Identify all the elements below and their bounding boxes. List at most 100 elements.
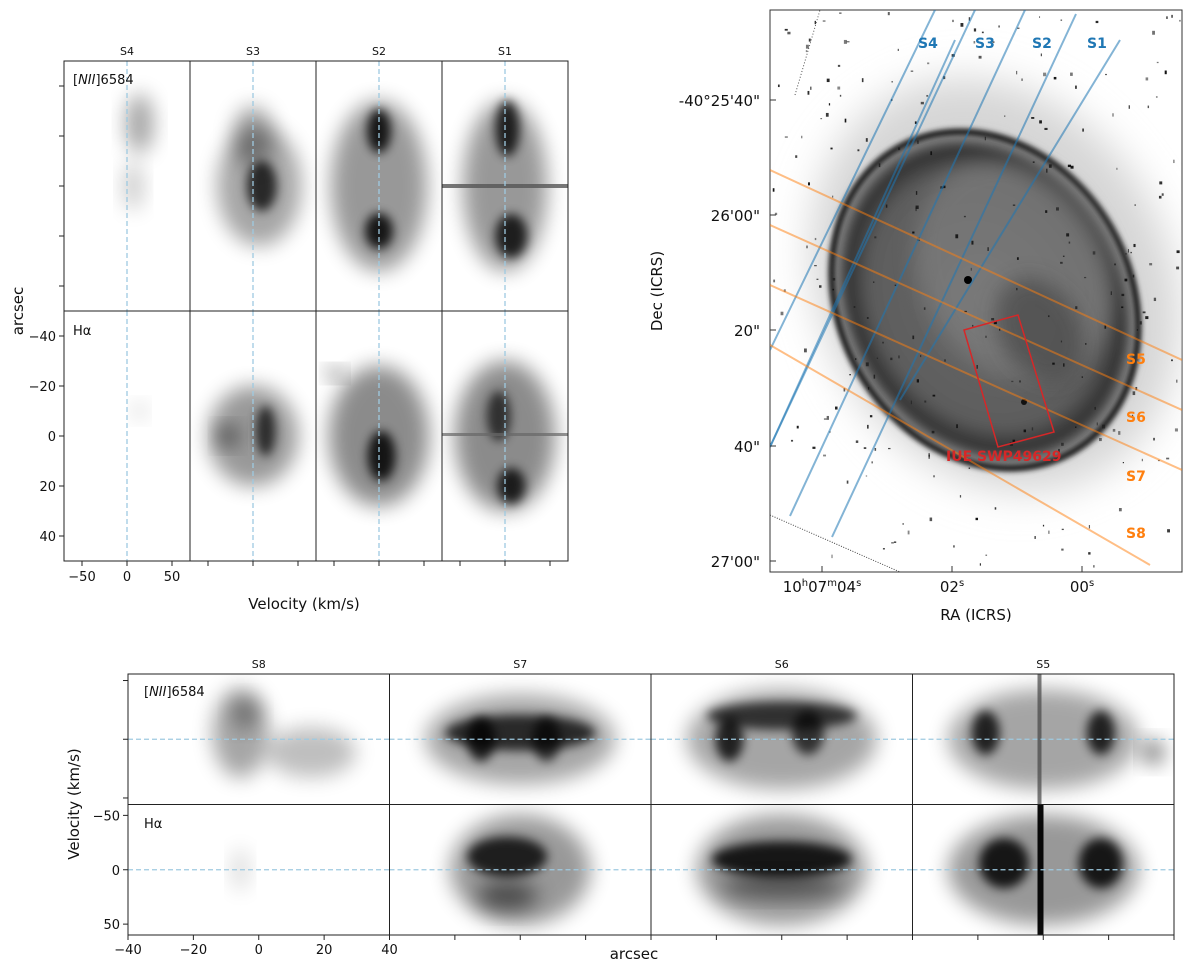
- star-speck: [1031, 427, 1034, 431]
- x-tick-label: 40: [381, 943, 398, 958]
- star-speck: [1153, 297, 1157, 302]
- row-label-halpha: Hα: [144, 817, 162, 832]
- star-speck: [999, 328, 1001, 331]
- star-speck: [1099, 437, 1102, 442]
- star-speck: [1176, 379, 1178, 383]
- x-tick-label: −50: [68, 570, 95, 585]
- star-speck: [979, 563, 981, 566]
- emission-blob: [246, 161, 277, 211]
- top-ylabel: arcsec: [9, 287, 27, 336]
- star-speck: [839, 12, 842, 14]
- star-speck: [812, 446, 816, 449]
- star-speck: [985, 554, 988, 556]
- star-speck: [932, 394, 936, 397]
- star-speck: [1161, 193, 1164, 196]
- star-speck: [1061, 528, 1064, 531]
- y-tick-label: 50: [103, 918, 120, 933]
- star-speck: [1125, 253, 1127, 255]
- slit-label-s5: S5: [1126, 352, 1146, 368]
- star-speck: [861, 78, 864, 83]
- star-speck: [1166, 457, 1170, 460]
- star-speck: [912, 335, 915, 340]
- star-speck: [832, 288, 835, 291]
- star-speck: [805, 50, 808, 53]
- star-speck: [1158, 195, 1162, 199]
- star-speck: [873, 374, 876, 379]
- star-speck: [931, 430, 935, 434]
- star-speck: [867, 386, 870, 390]
- emission-blob: [231, 698, 260, 729]
- star-speck: [825, 112, 829, 117]
- star-speck: [902, 523, 904, 525]
- star-speck: [976, 364, 978, 369]
- star-speck: [927, 62, 930, 65]
- top-panel-title-s3: S3: [246, 45, 260, 58]
- star-speck: [787, 31, 791, 35]
- star-speck: [1132, 414, 1134, 417]
- star-speck: [972, 324, 974, 327]
- star-speck: [814, 265, 817, 267]
- x-tick-label: 50: [164, 570, 181, 585]
- bottom-panel-title-s7: S7: [513, 658, 527, 671]
- star-speck: [968, 17, 971, 21]
- row-label-nii: [NII]6584: [73, 73, 134, 88]
- star-speck: [1034, 536, 1036, 539]
- slit-label-s7: S7: [1126, 469, 1146, 485]
- emission-blob: [495, 100, 520, 157]
- star-speck: [1127, 471, 1130, 475]
- pv-panel-emission: [123, 93, 154, 211]
- star-speck: [806, 245, 808, 249]
- star-speck: [1017, 27, 1020, 29]
- star-speck: [955, 234, 959, 239]
- star-speck: [987, 247, 989, 251]
- pv-panel-emission: [217, 106, 302, 246]
- star-speck: [820, 118, 823, 120]
- star-speck: [843, 39, 847, 44]
- star-speck: [1164, 70, 1167, 75]
- star-speck: [849, 374, 851, 376]
- emission-blob: [217, 426, 238, 446]
- iue-aperture-box: [963, 314, 1055, 448]
- emission-blob: [715, 717, 744, 762]
- star-speck: [784, 28, 788, 31]
- star-speck: [943, 185, 946, 189]
- star-speck: [1044, 127, 1048, 130]
- star-speck: [920, 355, 922, 358]
- star-speck: [855, 358, 857, 361]
- top-panel-title-s1: S1: [498, 45, 512, 58]
- star-speck: [780, 311, 784, 316]
- stellar-continuum-streak: [1037, 674, 1042, 805]
- y-tick-label: −40: [29, 330, 56, 345]
- star-speck: [1179, 19, 1181, 22]
- star-speck: [973, 28, 977, 32]
- emission-blob: [1078, 838, 1123, 889]
- star-speck: [876, 357, 879, 359]
- sky-image-panel: S4 S3 S2 S1 S5 S6 S7 S8 IUE SWP49629 -40…: [648, 9, 1183, 624]
- star-speck: [1121, 293, 1125, 297]
- star-speck: [1016, 287, 1018, 291]
- star-speck: [975, 517, 979, 521]
- star-speck: [1021, 78, 1023, 81]
- star-speck: [1084, 276, 1087, 279]
- star-speck: [897, 48, 899, 51]
- star-speck: [1088, 552, 1091, 555]
- bottom-xlabel: arcsec: [610, 945, 659, 961]
- bottom-panel-title-s8: S8: [252, 658, 266, 671]
- star-speck: [839, 94, 842, 97]
- emission-blob: [721, 873, 842, 898]
- star-speck: [871, 461, 873, 464]
- star-speck: [1132, 391, 1136, 396]
- emission-blob: [255, 406, 276, 456]
- nebula-image: [770, 10, 1182, 572]
- star-speck: [1052, 362, 1055, 365]
- star-speck: [1068, 241, 1071, 244]
- dec-axis-label: Dec (ICRS): [648, 251, 666, 331]
- star-speck: [1173, 159, 1175, 164]
- star-speck: [801, 135, 803, 139]
- slit-label-s8: S8: [1126, 526, 1146, 542]
- star-speck: [1061, 442, 1064, 446]
- star-speck: [1095, 20, 1099, 24]
- star-speck: [1070, 165, 1074, 169]
- star-speck: [1039, 120, 1042, 124]
- dec-tick-3: 20": [734, 322, 760, 340]
